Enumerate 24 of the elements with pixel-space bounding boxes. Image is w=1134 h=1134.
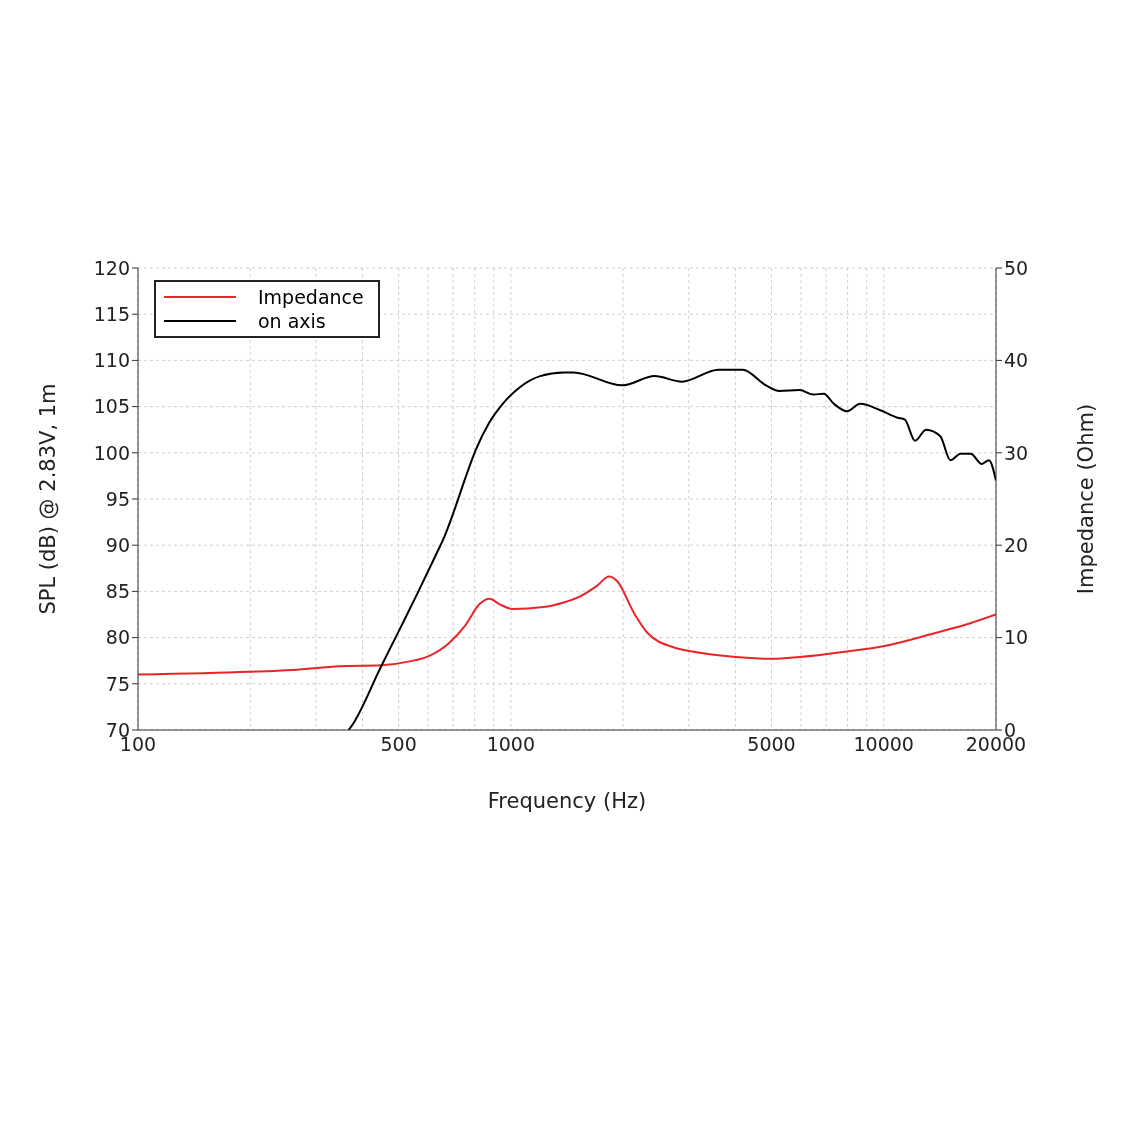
x-tick-label: 5000 [747, 733, 796, 756]
legend-label: Impedance [258, 285, 364, 309]
y-tick-label: 105 [93, 395, 130, 418]
x-tick-label: 500 [380, 733, 417, 756]
x-axis-title: Frequency (Hz) [487, 789, 647, 813]
x-tick-label: 1000 [486, 733, 536, 756]
y-tick-label: 115 [93, 302, 130, 325]
legend-label: on axis [258, 309, 326, 333]
y-tick-label: 85 [105, 580, 130, 603]
y-tick-label: 75 [105, 672, 130, 695]
y-tick-label: 110 [93, 349, 130, 372]
y2-tick-label: 30 [1004, 441, 1029, 464]
y2-tick-label: 50 [1004, 256, 1029, 279]
y2-axis-title: Impedance (Ohm) [1074, 403, 1099, 595]
y2-tick-label: 40 [1004, 349, 1029, 372]
y2-tick-label: 10 [1004, 626, 1029, 649]
y-tick-label: 95 [105, 487, 130, 510]
y2-tick-label: 20 [1004, 533, 1029, 556]
x-tick-label: 10000 [853, 733, 914, 756]
y-tick-label: 80 [105, 626, 130, 649]
y-axis-title: SPL (dB) @ 2.83V, 1m [36, 383, 61, 615]
y-tick-label: 100 [93, 441, 130, 464]
y-tick-label: 120 [93, 256, 130, 279]
y-tick-label: 90 [105, 533, 130, 556]
